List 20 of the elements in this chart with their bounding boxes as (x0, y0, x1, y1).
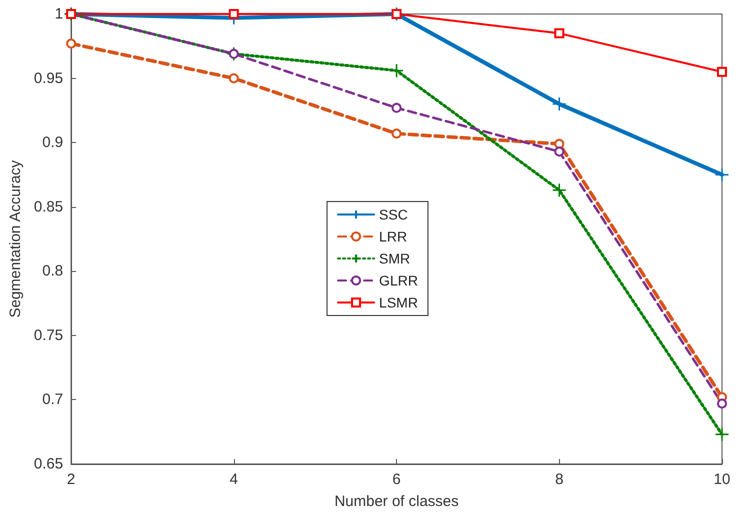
legend-label: LSMR (379, 294, 418, 310)
x-tick-label: 8 (555, 471, 564, 488)
y-tick-label: 0.85 (34, 198, 64, 216)
legend-label: LRR (379, 228, 408, 244)
x-tick-label: 6 (392, 471, 401, 488)
y-tick-label: 0.75 (34, 326, 64, 344)
x-tick-label: 10 (714, 471, 730, 488)
y-tick-label: 1 (54, 6, 64, 22)
x-tick-label: 2 (66, 471, 76, 488)
x-axis-title: Number of classes (334, 493, 459, 510)
y-tick-label: 0.65 (34, 456, 64, 472)
legend-label: GLRR (379, 272, 418, 288)
y-tick-label: 0.95 (34, 70, 64, 87)
y-axis-title: Segmentation Accuracy (7, 160, 24, 318)
y-tick-label: 0.9 (42, 134, 64, 152)
legend-label: SSC (379, 206, 408, 222)
legend-label: SMR (379, 250, 410, 266)
x-tick-label: 4 (230, 471, 238, 488)
y-tick-label: 0.7 (42, 391, 64, 408)
y-tick-label: 0.8 (42, 262, 64, 280)
